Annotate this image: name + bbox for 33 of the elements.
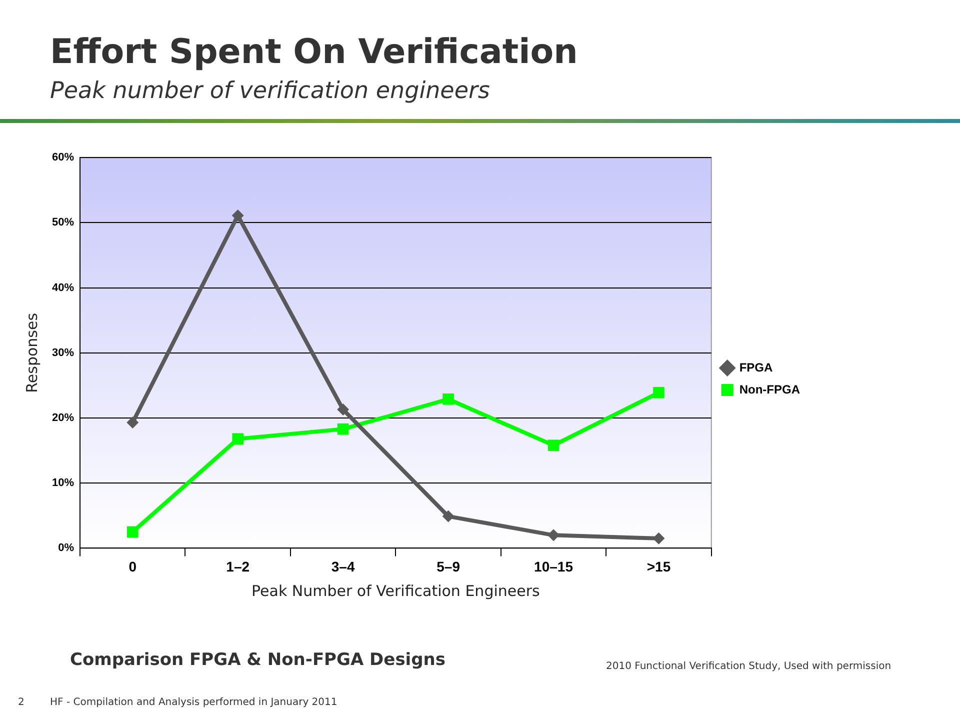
point	[548, 440, 560, 451]
point	[232, 210, 244, 222]
point	[653, 386, 664, 398]
y-axis-title: Responses	[22, 312, 41, 393]
text: 2010 Functional Verification Study, Used with permission	[606, 661, 892, 672]
x-tick-label: 3–4	[331, 558, 355, 574]
point	[232, 433, 244, 444]
y-tick-label: 10%	[52, 477, 74, 490]
chart-subtitle: Peak number of verification engineers	[50, 78, 490, 104]
chart-title: Effort Spent On Verification	[50, 32, 578, 72]
y-tick-label: 50%	[52, 216, 74, 229]
y-tick-label: 60%	[52, 152, 74, 164]
text: Comparison FPGA & Non-FPGA Designs	[70, 650, 446, 670]
point	[126, 416, 139, 429]
x-axis-title: Peak Number of Verification Engineers	[252, 582, 540, 600]
point	[442, 510, 454, 522]
y-tick-label: 30%	[52, 346, 74, 359]
text: 2	[18, 697, 24, 708]
x-tick-label: 10–15	[534, 558, 574, 574]
point	[442, 393, 454, 405]
legend-label: FPGA	[739, 360, 774, 374]
y-tick-label: 40%	[52, 282, 74, 294]
x-tick-label: >15	[646, 558, 671, 574]
y-tick-label: 0%	[58, 542, 74, 554]
y-tick-label: 20%	[52, 412, 74, 424]
x-tick-label: 0	[128, 558, 137, 574]
x-tick-label: 1–2	[226, 558, 250, 574]
legend-label: Non-FPGA	[739, 382, 800, 396]
point	[337, 423, 349, 435]
text: HF - Compilation and Analysis performed in January 2011	[50, 697, 338, 708]
x-tick-label: 5–9	[436, 558, 460, 574]
point	[337, 404, 350, 416]
point	[126, 526, 138, 538]
